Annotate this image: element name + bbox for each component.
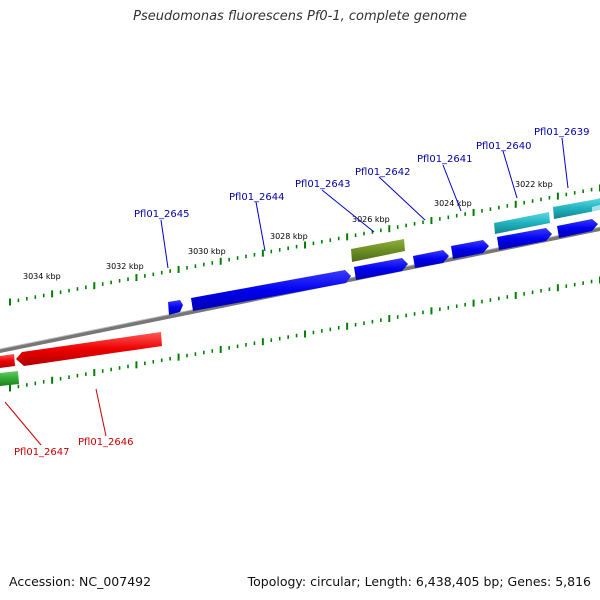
gene-pfl01-2640-b[interactable]	[451, 240, 489, 259]
map-title: Pseudomonas fluorescens Pf0-1, complete …	[133, 9, 467, 24]
reverse-leader-lines	[4, 388, 107, 446]
tick-label: 3026 kbp	[352, 215, 390, 224]
gene-pfl01-2644[interactable]	[191, 270, 351, 311]
gene-pfl01-2643[interactable]	[351, 239, 405, 262]
gene-label[interactable]: Pfl01_2647	[14, 447, 70, 458]
gene-pfl01-2646[interactable]	[16, 332, 162, 366]
leader-line	[561, 137, 569, 189]
gene-pfl01-2641[interactable]	[413, 250, 449, 268]
gene-label[interactable]: Pfl01_2640	[476, 141, 532, 152]
reverse-gene-labels: Pfl01_2646 Pfl01_2647	[14, 437, 134, 458]
gene-pfl01-2645[interactable]	[168, 300, 183, 315]
tick-label: 3034 kbp	[23, 272, 61, 281]
forward-leader-lines	[160, 137, 569, 269]
leader-line	[160, 219, 169, 269]
inner-tick-track	[9, 276, 600, 392]
forward-gene-labels: Pfl01_2639 Pfl01_2640 Pfl01_2641 Pfl01_2…	[134, 127, 590, 220]
kbp-tick-labels: 3022 kbp 3024 kbp 3026 kbp 3028 kbp 3030…	[23, 180, 553, 281]
gene-label[interactable]: Pfl01_2642	[355, 167, 411, 178]
tick-label: 3024 kbp	[434, 199, 472, 208]
gene-gap	[592, 205, 600, 214]
gene-label[interactable]: Pfl01_2646	[78, 437, 134, 448]
leader-line	[4, 401, 42, 446]
topology-text: Topology: circular; Length: 6,438,405 bp…	[247, 574, 591, 589]
gene-pfl01-2647[interactable]	[0, 354, 15, 368]
gene-pfl01-2639-b[interactable]	[557, 219, 598, 238]
leader-line	[255, 201, 266, 252]
gene-pfl01-2639[interactable]	[553, 198, 600, 219]
outer-tick-track	[9, 184, 600, 306]
tick-label: 3032 kbp	[106, 262, 144, 271]
gene-pfl01-2642[interactable]	[354, 258, 408, 280]
gene-label[interactable]: Pfl01_2644	[229, 192, 285, 203]
gene-label[interactable]: Pfl01_2645	[134, 209, 190, 220]
leader-line	[378, 176, 426, 221]
tick-label: 3030 kbp	[188, 247, 226, 256]
accession-text: Accession: NC_007492	[9, 574, 152, 589]
leader-line	[95, 388, 107, 437]
gene-pfl01-2640[interactable]	[494, 212, 550, 234]
tick-label: 3028 kbp	[270, 232, 308, 241]
tick-label: 3022 kbp	[515, 180, 553, 189]
gene-label[interactable]: Pfl01_2643	[295, 179, 351, 190]
leader-line	[502, 150, 518, 199]
gene-label[interactable]: Pfl01_2639	[534, 127, 590, 138]
leader-line	[442, 164, 462, 212]
gene-pfl01-2647-b[interactable]	[0, 371, 19, 386]
leader-line	[321, 189, 375, 233]
gene-pfl01-2640-c[interactable]	[497, 228, 552, 250]
gene-label[interactable]: Pfl01_2641	[417, 154, 473, 165]
